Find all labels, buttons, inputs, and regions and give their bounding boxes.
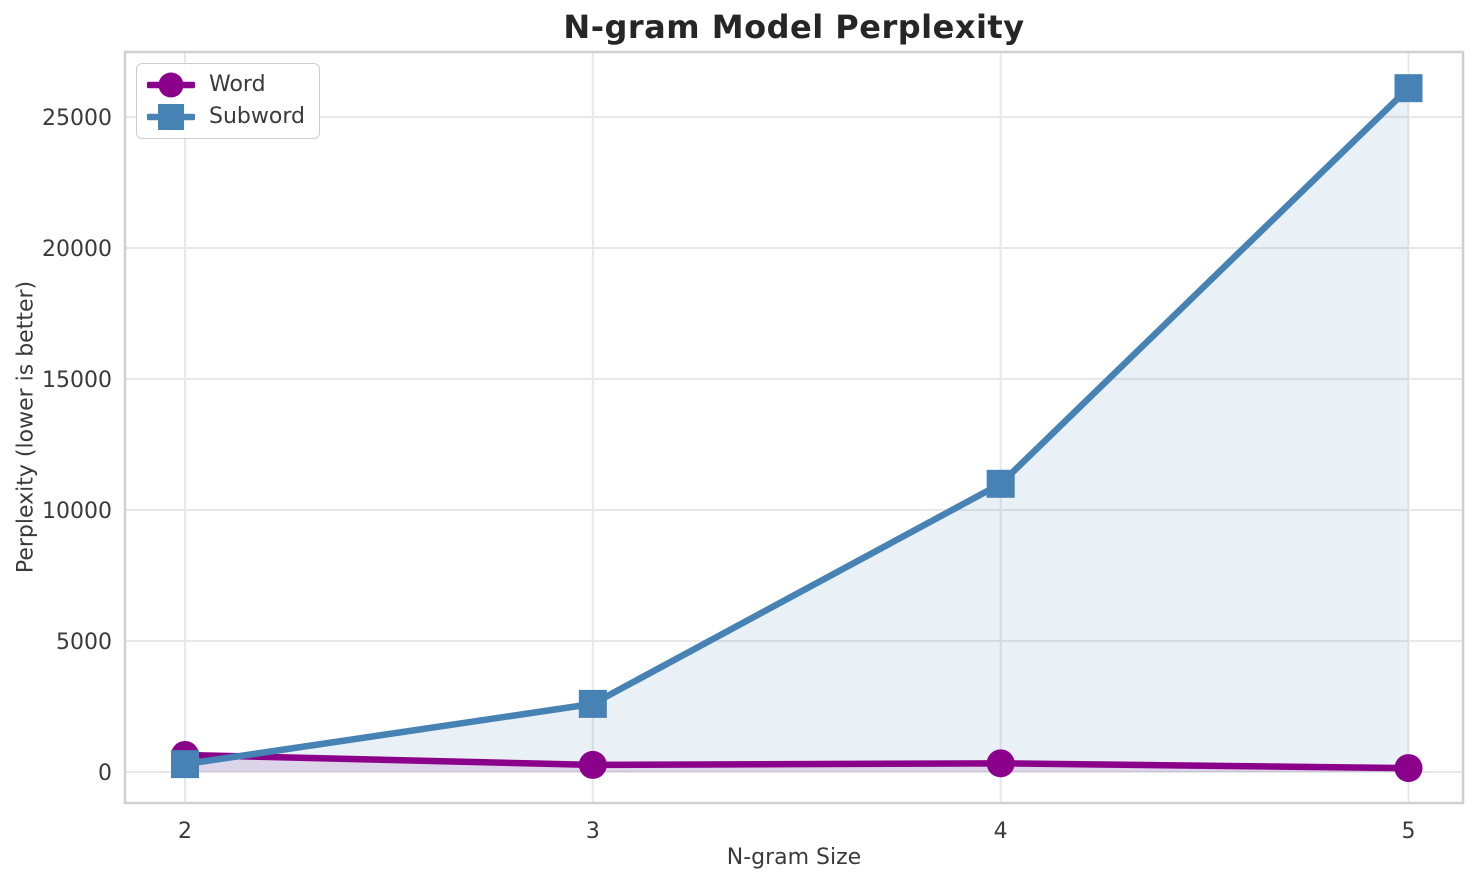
- word-marker: [986, 749, 1015, 778]
- y-tick-label: 20000: [42, 237, 112, 262]
- chart-title: N-gram Model Perplexity: [563, 8, 1025, 46]
- legend-label: Word: [209, 72, 266, 97]
- legend-item-word: Word: [147, 70, 305, 100]
- subword-line: [181, 84, 1412, 768]
- square-marker-icon: [147, 104, 195, 130]
- y-tick-label: 10000: [42, 499, 112, 524]
- x-tick-label: 4: [994, 819, 1008, 844]
- y-tick-label: 15000: [42, 368, 112, 393]
- circle-marker-icon: [147, 72, 195, 98]
- x-tick-label: 2: [178, 819, 192, 844]
- subword-marker: [1394, 74, 1423, 103]
- legend-item-subword: Subword: [147, 102, 305, 132]
- word-line: [181, 751, 1412, 772]
- legend-label: Subword: [209, 104, 305, 129]
- legend: Word Subword: [136, 63, 320, 139]
- subword-marker: [578, 689, 607, 718]
- subword-marker: [986, 469, 1015, 498]
- x-tick-label: 3: [586, 819, 600, 844]
- word-marker: [1394, 754, 1423, 783]
- y-tick-label: 25000: [42, 106, 112, 131]
- x-axis-label: N-gram Size: [726, 845, 862, 870]
- y-tick-label: 0: [98, 761, 112, 786]
- y-tick-label: 5000: [56, 630, 112, 655]
- axes-frame: [123, 50, 1465, 805]
- x-tick-label: 5: [1401, 819, 1415, 844]
- subword-marker: [171, 750, 199, 779]
- subword-area-fill: [185, 88, 1409, 773]
- word-marker: [578, 750, 607, 779]
